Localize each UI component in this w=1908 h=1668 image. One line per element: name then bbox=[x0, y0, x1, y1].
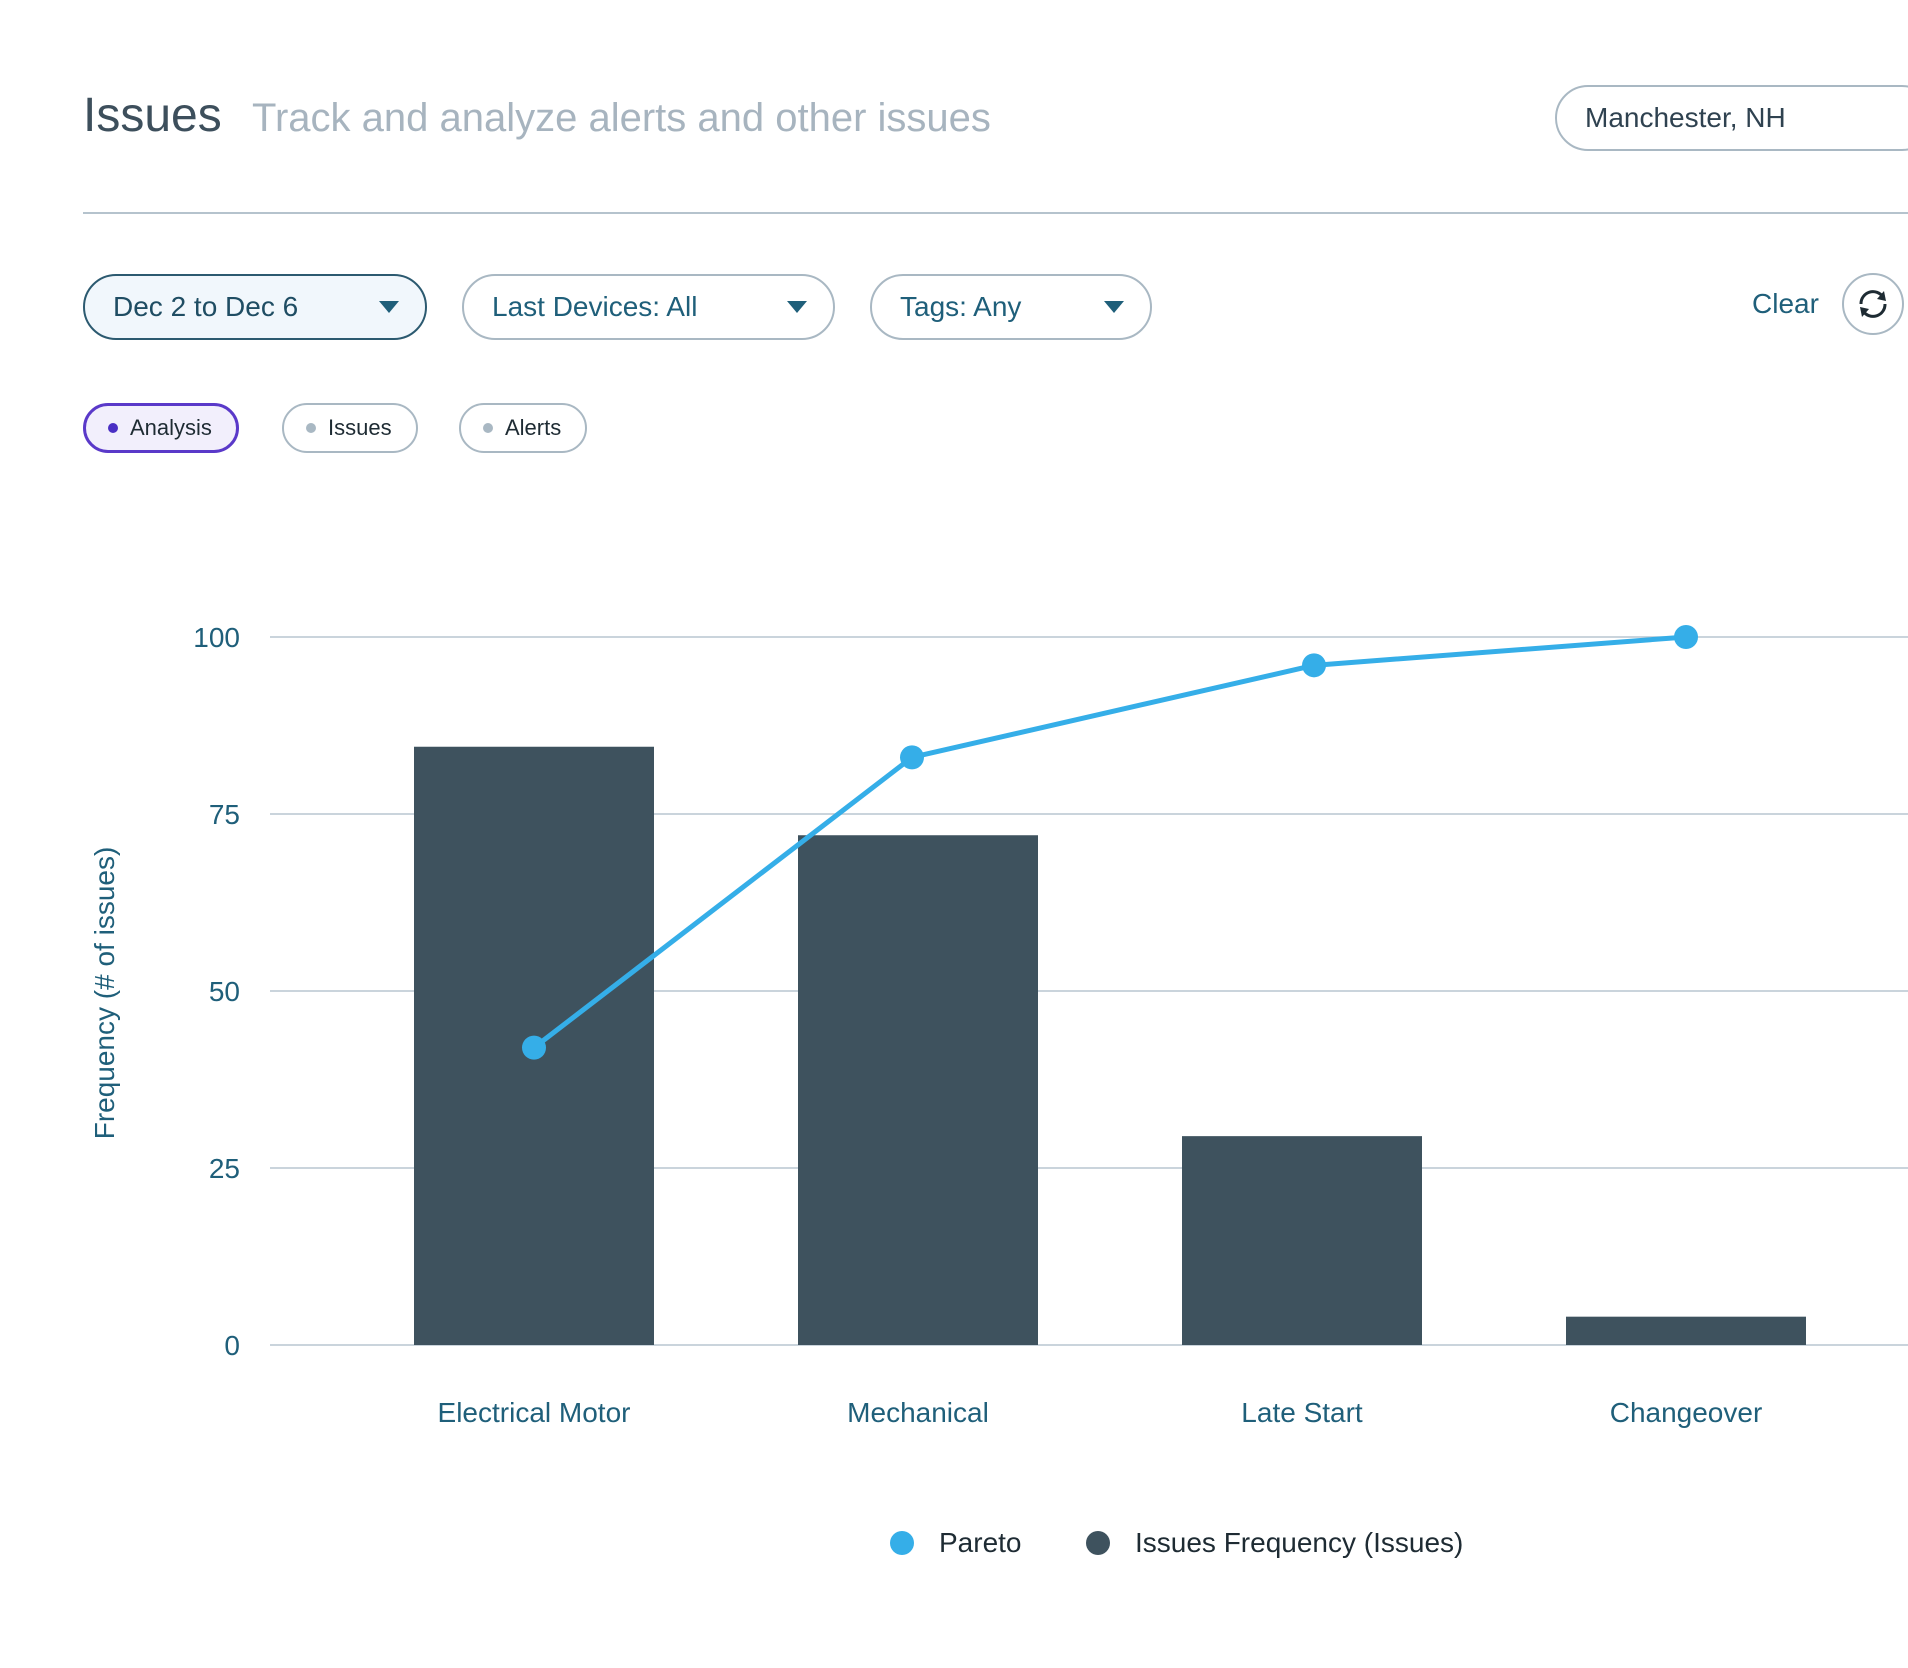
tab-analysis[interactable]: Analysis bbox=[83, 403, 239, 453]
x-tick-label: Late Start bbox=[1241, 1397, 1363, 1428]
chart-legend: Pareto Issues Frequency (Issues) bbox=[0, 1527, 1908, 1567]
header-divider bbox=[83, 212, 1908, 214]
refresh-icon bbox=[1859, 290, 1887, 318]
bar bbox=[1182, 1136, 1422, 1345]
bar bbox=[798, 835, 1038, 1345]
tab-label: Analysis bbox=[130, 415, 212, 440]
location-select[interactable]: Manchester, NH bbox=[1555, 85, 1908, 151]
tab-label: Alerts bbox=[505, 415, 562, 440]
x-tick-label: Electrical Motor bbox=[438, 1397, 631, 1428]
clear-filters-link[interactable]: Clear bbox=[1752, 288, 1819, 319]
pareto-point bbox=[900, 745, 924, 770]
chevron-down-icon bbox=[787, 301, 807, 313]
pareto-chart: 0 25 50 75 100 Frequency (# of issues) Electri… bbox=[89, 622, 1908, 1428]
tab-dot bbox=[108, 423, 118, 433]
y-axis-label: Frequency (# of issues) bbox=[89, 847, 120, 1140]
date-range-label: Dec 2 to Dec 6 bbox=[113, 291, 299, 322]
y-tick-label: 100 bbox=[193, 622, 240, 653]
legend-label-pareto: Pareto bbox=[939, 1527, 1022, 1558]
x-tick-label: Mechanical bbox=[847, 1397, 989, 1428]
tab-dot bbox=[483, 423, 493, 433]
chevron-down-icon bbox=[379, 301, 399, 313]
date-range-filter[interactable]: Dec 2 to Dec 6 bbox=[83, 274, 427, 340]
page-title: Issues bbox=[83, 89, 222, 142]
x-tick-label: Changeover bbox=[1610, 1397, 1763, 1428]
tags-filter[interactable]: Tags: Any bbox=[870, 274, 1152, 340]
pareto-point bbox=[522, 1035, 546, 1060]
legend-item-pareto: Pareto bbox=[890, 1527, 1022, 1559]
bar bbox=[1566, 1316, 1806, 1345]
pareto-point bbox=[1302, 653, 1326, 678]
tab-issues[interactable]: Issues bbox=[282, 403, 418, 453]
devices-filter-label: Last Devices: All bbox=[492, 291, 698, 322]
legend-swatch-pareto bbox=[890, 1531, 914, 1555]
devices-filter[interactable]: Last Devices: All bbox=[462, 274, 835, 340]
location-select-value: Manchester, NH bbox=[1585, 102, 1786, 133]
y-tick-label: 75 bbox=[209, 799, 240, 830]
pareto-line bbox=[532, 634, 1687, 1050]
tab-label: Issues bbox=[328, 415, 392, 440]
y-tick-label: 25 bbox=[209, 1153, 240, 1184]
pareto-point bbox=[1674, 625, 1698, 649]
legend-item-issues-frequency: Issues Frequency (Issues) bbox=[1086, 1527, 1463, 1559]
y-tick-label: 50 bbox=[209, 976, 240, 1007]
tags-filter-label: Tags: Any bbox=[900, 291, 1022, 322]
legend-label-issues-frequency: Issues Frequency (Issues) bbox=[1135, 1527, 1464, 1558]
page-subtitle: Track and analyze alerts and other issue… bbox=[252, 96, 991, 140]
legend-swatch-issues-frequency bbox=[1086, 1531, 1110, 1555]
chevron-down-icon bbox=[1104, 301, 1124, 313]
refresh-button[interactable] bbox=[1842, 273, 1904, 335]
y-tick-label: 0 bbox=[224, 1330, 240, 1361]
tab-dot bbox=[306, 423, 316, 433]
tab-alerts[interactable]: Alerts bbox=[459, 403, 588, 453]
